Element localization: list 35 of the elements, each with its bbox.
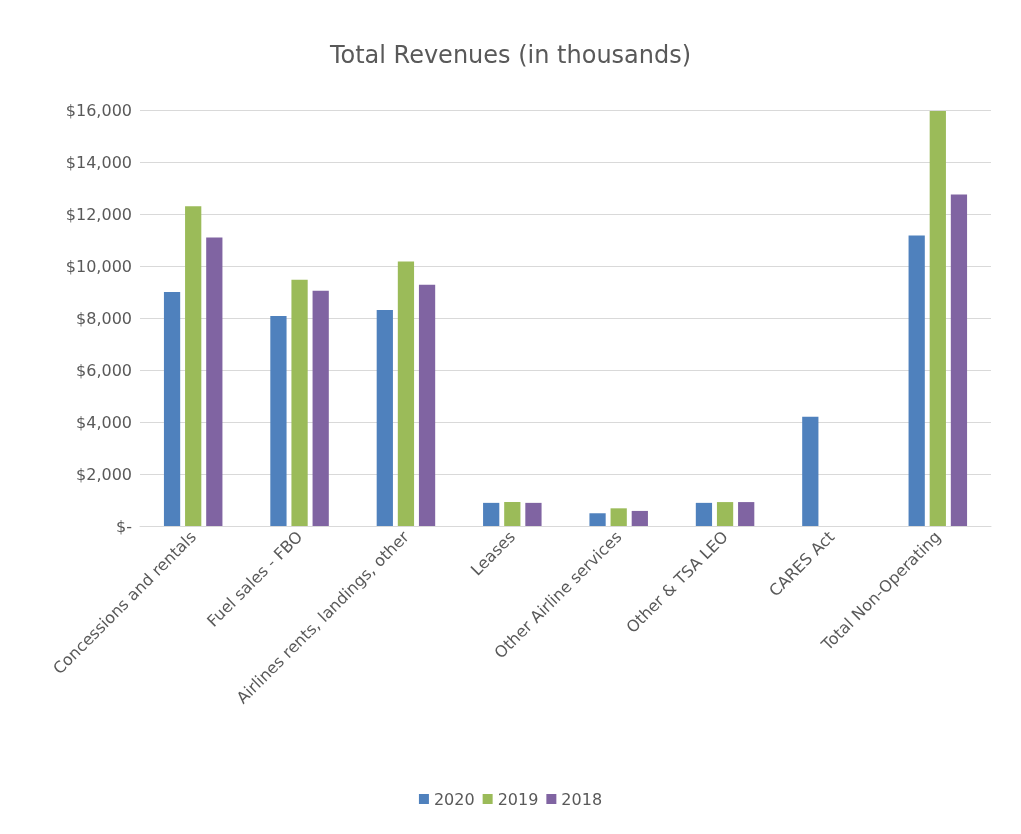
bar xyxy=(483,502,500,526)
bar xyxy=(908,235,925,526)
bar xyxy=(376,309,393,526)
bar xyxy=(270,315,287,526)
legend-label: 2018 xyxy=(561,789,603,809)
bar xyxy=(610,508,627,526)
y-tick-label: $4,000 xyxy=(76,412,132,432)
bar xyxy=(504,502,521,526)
bar xyxy=(950,194,968,526)
bar xyxy=(929,111,946,526)
bar xyxy=(185,206,202,526)
y-tick-label: $- xyxy=(116,516,132,536)
y-tick-label: $8,000 xyxy=(76,308,132,328)
bar xyxy=(312,290,329,526)
legend-label: 2020 xyxy=(433,789,475,809)
bar xyxy=(291,279,308,526)
bar xyxy=(589,513,606,526)
chart-title: Total Revenues (in thousands) xyxy=(328,41,692,69)
bar xyxy=(631,510,648,526)
bar xyxy=(802,416,819,526)
bar xyxy=(716,502,734,526)
bar xyxy=(738,502,755,526)
y-tick-label: $14,000 xyxy=(65,152,132,172)
bar xyxy=(418,284,436,526)
bar xyxy=(695,502,713,526)
y-tick-label: $12,000 xyxy=(65,204,132,224)
y-tick-label: $16,000 xyxy=(65,100,132,120)
bar xyxy=(163,292,181,526)
y-tick-label: $2,000 xyxy=(76,464,132,484)
bar xyxy=(525,502,542,526)
bar xyxy=(397,261,415,526)
bar xyxy=(206,237,223,526)
y-tick-label: $6,000 xyxy=(76,360,132,380)
y-tick-label: $10,000 xyxy=(65,256,132,276)
legend-label: 2019 xyxy=(497,789,539,809)
